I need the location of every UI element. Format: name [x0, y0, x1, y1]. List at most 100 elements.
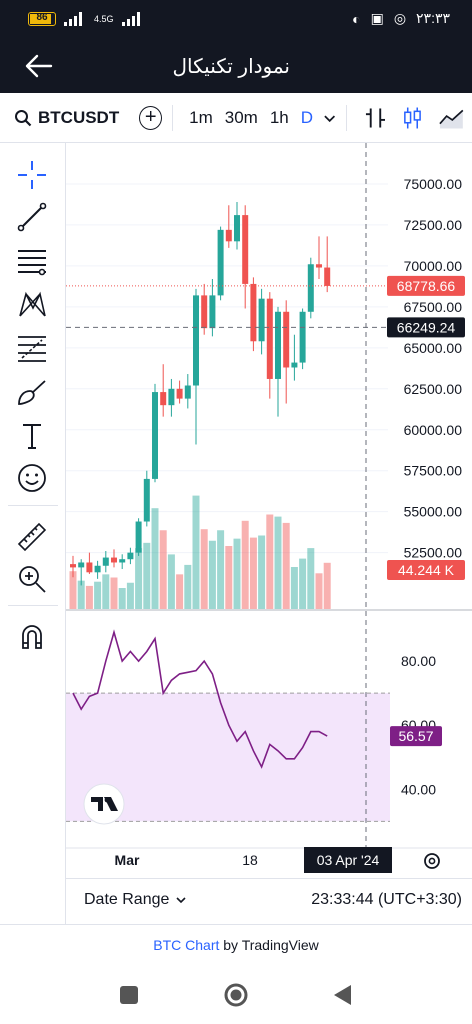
emoji-icon[interactable]: [16, 462, 48, 494]
zoom-in-icon[interactable]: [16, 563, 48, 595]
bars-icon[interactable]: [365, 106, 386, 130]
candle-body: [225, 229, 232, 242]
cursor-price-label: 66249.24: [397, 319, 456, 335]
home-icon[interactable]: [223, 982, 249, 1008]
candle-body: [291, 362, 298, 368]
date-range-button[interactable]: Date Range: [84, 891, 187, 909]
chart-area[interactable]: 75000.00 72500.00 70000.00 67500.00 65000.00…: [66, 143, 472, 878]
brush-icon[interactable]: [16, 376, 48, 408]
recents-icon[interactable]: [116, 982, 142, 1008]
candle-body: [78, 562, 85, 568]
back-nav-icon[interactable]: [330, 982, 356, 1008]
price-tick-label: 72500.00: [404, 217, 463, 233]
volume-bar: [69, 571, 77, 609]
volume-bar: [143, 542, 151, 609]
symbol-search[interactable]: BTCUSDT: [14, 108, 119, 128]
chevron-down-icon[interactable]: [323, 111, 336, 125]
volume-bar: [151, 508, 159, 609]
system-nav-bar: [0, 964, 472, 1024]
candle-body: [184, 385, 191, 399]
network-type: 4.5G: [94, 13, 114, 24]
candle-body: [250, 283, 257, 342]
timeframe-d[interactable]: D: [300, 107, 314, 127]
volume-bar: [135, 548, 143, 609]
crosshair-icon[interactable]: [16, 159, 48, 191]
media-icon: ◐: [352, 10, 361, 27]
candle-body: [86, 562, 93, 573]
candle-body: [283, 311, 290, 368]
volume-bar: [258, 535, 266, 609]
volume-bar: [184, 564, 192, 609]
time-label-mar: Mar: [115, 852, 140, 868]
volume-badge: 44.244 K: [387, 560, 465, 580]
volume-bar: [225, 546, 233, 609]
back-arrow-icon[interactable]: [24, 52, 54, 80]
candle-body: [176, 388, 183, 399]
toolbar-divider: [8, 505, 58, 506]
candle-body: [316, 264, 322, 268]
timeframe-1m[interactable]: 1m: [189, 107, 213, 127]
timeframe-1h[interactable]: 1h: [269, 107, 289, 127]
volume-bar: [126, 582, 134, 609]
volume-label: 44.244 K: [398, 562, 455, 578]
price-tick-label: 57500.00: [404, 463, 463, 479]
candle-body: [234, 215, 240, 242]
search-icon: [15, 109, 32, 126]
status-time: ۲۳:۳۳: [416, 10, 450, 26]
volume-bar: [94, 581, 102, 609]
candle-body: [119, 559, 126, 563]
page-title: نمودار تکنیکال: [172, 56, 291, 78]
fib-retracement-icon[interactable]: [16, 332, 48, 364]
volume-bar: [282, 522, 290, 609]
trend-line-icon[interactable]: [16, 201, 48, 233]
chevron-down-icon: [176, 897, 186, 904]
cursor-date-badge: 03 Apr '24: [304, 847, 392, 873]
chart-bottom-bar: Date Range 23:33:44 (UTC+3:30): [66, 878, 472, 924]
volume-bar: [208, 540, 216, 609]
text-tool-icon[interactable]: [16, 420, 48, 452]
volume-bar: [110, 577, 118, 609]
app-header: نمودار تکنیکال: [0, 40, 472, 93]
area-chart-icon[interactable]: [439, 106, 464, 130]
btc-chart-link[interactable]: BTC Chart: [153, 937, 220, 953]
candle-body: [127, 552, 134, 560]
compare-add-button[interactable]: +: [139, 105, 163, 130]
price-tick-label: 67500.00: [404, 299, 463, 315]
rsi-tick-label: 40.00: [401, 781, 436, 797]
tradingview-logo[interactable]: [83, 783, 125, 825]
price-chart[interactable]: 75000.00 72500.00 70000.00 67500.00 65000.00…: [66, 143, 472, 878]
candle-body: [168, 388, 175, 406]
horizontal-lines-icon[interactable]: [16, 245, 48, 277]
cursor-date-label: 03 Apr '24: [317, 852, 380, 868]
cursor-price-badge: 66249.24: [387, 317, 465, 338]
price-tick-label: 52500.00: [404, 545, 463, 561]
toolbar-divider-2: [346, 104, 348, 131]
pattern-icon[interactable]: [16, 288, 48, 320]
time-label-18: 18: [242, 852, 258, 868]
candle-body: [307, 264, 314, 312]
rsi-tick-label: 80.00: [401, 653, 436, 669]
volume-bar: [274, 516, 282, 609]
volume-bar: [102, 574, 110, 609]
settings-icon[interactable]: [424, 853, 440, 869]
magnet-icon[interactable]: [16, 621, 48, 653]
volume-bar: [167, 554, 175, 609]
price-tick-label: 60000.00: [404, 422, 463, 438]
volume-bar: [266, 514, 274, 609]
volume-bar: [241, 520, 249, 609]
last-price-badge: 68778.66: [387, 275, 465, 296]
ruler-icon[interactable]: [16, 521, 48, 553]
volume-bar: [176, 574, 184, 609]
candle-body: [94, 565, 101, 573]
candle-body: [217, 229, 224, 296]
volume-bar: [299, 558, 307, 609]
timeframe-30m[interactable]: 30m: [224, 107, 258, 127]
candles-icon[interactable]: [402, 106, 423, 130]
price-tick-label: 75000.00: [404, 176, 463, 192]
rsi-value-label: 56.57: [398, 728, 433, 744]
chart-clock[interactable]: 23:33:44 (UTC+3:30): [311, 891, 462, 908]
candle-body: [111, 557, 117, 563]
price-tick-label: 62500.00: [404, 381, 463, 397]
volume-bar: [315, 573, 323, 609]
volume-bar: [159, 530, 167, 609]
